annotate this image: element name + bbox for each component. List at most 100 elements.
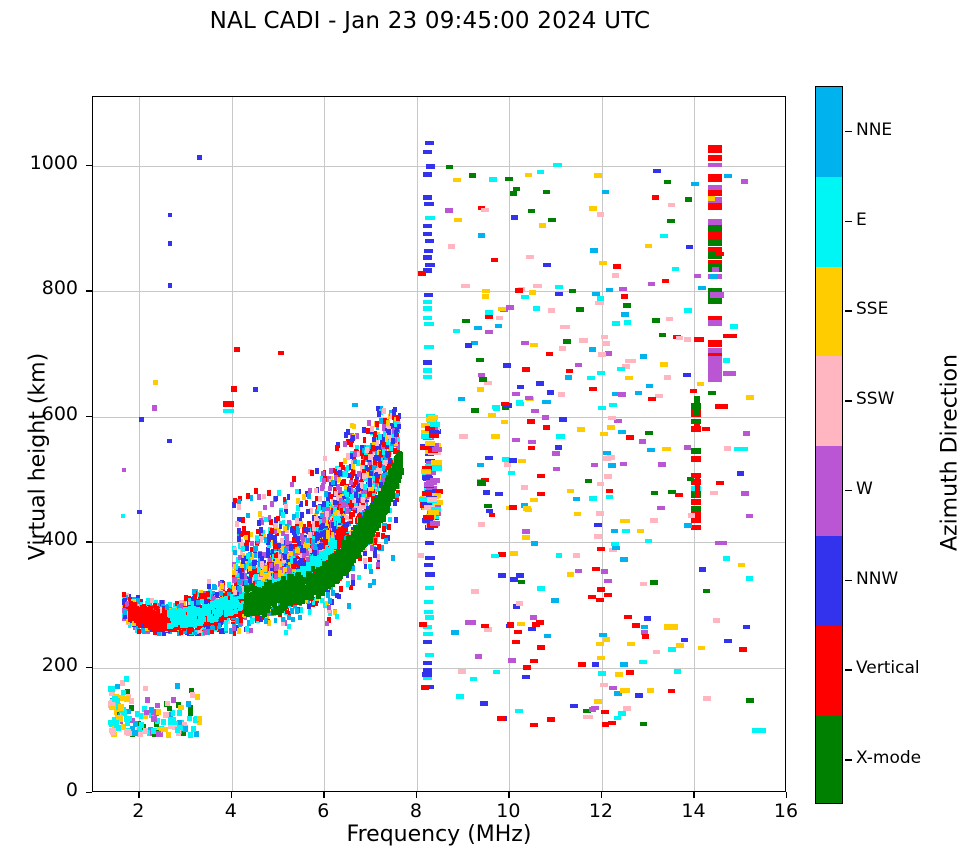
echo-point bbox=[224, 621, 229, 628]
echo-point bbox=[187, 602, 192, 608]
echo-point bbox=[190, 601, 195, 607]
echo-point bbox=[349, 512, 354, 519]
echo-point bbox=[233, 549, 238, 556]
figure-title: NAL CADI - Jan 23 09:45:00 2024 UTC bbox=[209, 8, 651, 34]
echo-point bbox=[170, 609, 175, 615]
echo-point bbox=[257, 520, 262, 526]
echo-point bbox=[219, 627, 224, 634]
echo-point bbox=[276, 515, 281, 522]
echo-point bbox=[237, 498, 242, 505]
echo-point bbox=[127, 622, 132, 629]
echo-point bbox=[333, 487, 338, 494]
echo-point bbox=[387, 428, 392, 435]
echo-point bbox=[297, 614, 302, 621]
echo-point bbox=[366, 491, 371, 498]
echo-point bbox=[340, 464, 345, 471]
echo-point bbox=[159, 619, 164, 626]
echo-point bbox=[351, 470, 356, 476]
echo-point bbox=[324, 620, 329, 627]
echo-point bbox=[351, 580, 356, 587]
echo-point bbox=[353, 451, 358, 458]
echo-point bbox=[362, 436, 367, 443]
echo-point bbox=[204, 598, 209, 605]
echo-point bbox=[348, 518, 353, 525]
echo-point bbox=[184, 595, 189, 601]
echo-point bbox=[326, 607, 331, 614]
echo-point bbox=[220, 597, 225, 603]
echo-point bbox=[393, 448, 397, 455]
echo-point bbox=[162, 630, 167, 636]
echo-point bbox=[168, 601, 173, 608]
echo-point bbox=[395, 492, 399, 499]
echo-point bbox=[334, 613, 339, 620]
echo-point bbox=[177, 604, 182, 611]
echo-point bbox=[342, 441, 347, 447]
echo-point bbox=[320, 590, 326, 597]
echo-point bbox=[256, 528, 261, 535]
echo-point bbox=[343, 471, 348, 478]
echo-point bbox=[202, 603, 207, 609]
echo-point bbox=[337, 476, 342, 483]
echo-point bbox=[238, 616, 243, 623]
echo-point bbox=[273, 617, 278, 624]
echo-point bbox=[318, 515, 323, 522]
echo-point bbox=[267, 514, 272, 521]
echo-point bbox=[315, 521, 320, 527]
echo-point bbox=[135, 620, 140, 627]
gridline-vertical bbox=[509, 97, 511, 791]
echo-point bbox=[289, 608, 294, 615]
gridline-horizontal bbox=[93, 542, 785, 544]
echo-point bbox=[338, 585, 343, 592]
echo-point bbox=[298, 560, 303, 567]
echo-point bbox=[311, 501, 316, 508]
echo-point bbox=[123, 613, 127, 620]
echo-point bbox=[286, 494, 291, 500]
echo-point bbox=[278, 557, 283, 564]
gridline-vertical bbox=[139, 97, 141, 791]
echo-point bbox=[237, 609, 242, 616]
echo-point bbox=[306, 598, 310, 604]
echo-point bbox=[302, 493, 307, 500]
echo-point bbox=[235, 599, 240, 605]
echo-point bbox=[123, 609, 128, 615]
echo-point bbox=[314, 468, 319, 474]
echo-point bbox=[253, 573, 258, 580]
echo-point bbox=[310, 470, 314, 476]
echo-point bbox=[330, 545, 335, 551]
echo-point bbox=[211, 584, 216, 591]
echo-point bbox=[264, 618, 268, 624]
echo-point bbox=[240, 572, 245, 579]
echo-point bbox=[296, 547, 301, 554]
echo-point bbox=[343, 523, 348, 530]
echo-point bbox=[275, 547, 280, 553]
echo-point bbox=[393, 440, 398, 447]
echo-point bbox=[388, 458, 393, 464]
echo-point bbox=[372, 552, 377, 559]
echo-point bbox=[376, 482, 381, 488]
echo-point bbox=[390, 438, 395, 444]
echo-point bbox=[371, 436, 376, 443]
echo-point bbox=[251, 567, 256, 574]
echo-point bbox=[307, 532, 312, 539]
echo-point bbox=[150, 609, 155, 616]
echo-point bbox=[384, 436, 389, 442]
echo-point bbox=[185, 629, 190, 636]
echo-point bbox=[284, 548, 289, 554]
echo-point bbox=[323, 586, 328, 592]
echo-point bbox=[155, 609, 161, 615]
echo-point bbox=[252, 559, 257, 566]
echo-point bbox=[226, 582, 231, 588]
echo-point bbox=[360, 510, 365, 517]
echo-point bbox=[215, 592, 220, 599]
echo-point bbox=[234, 625, 239, 632]
echo-point bbox=[254, 545, 259, 552]
echo-point bbox=[371, 464, 376, 471]
echo-point bbox=[156, 602, 161, 609]
echo-point bbox=[332, 499, 337, 506]
echo-point bbox=[373, 547, 378, 553]
echo-point bbox=[250, 618, 255, 625]
echo-point bbox=[337, 517, 342, 524]
echo-point bbox=[290, 543, 295, 550]
echo-point bbox=[307, 609, 312, 616]
